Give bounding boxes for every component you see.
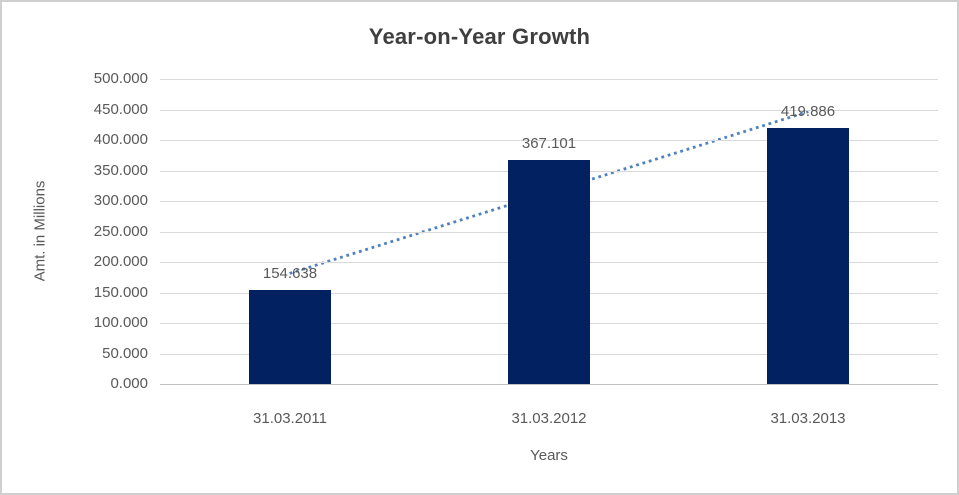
y-axis-tick-label: 350.000 (93, 162, 148, 179)
y-axis-tick-label: 250.000 (93, 223, 148, 240)
bar (508, 160, 590, 384)
bar-data-label: 154.638 (262, 265, 318, 282)
y-axis-tick-label: 150.000 (93, 284, 148, 301)
bar (767, 128, 849, 384)
y-axis-tick-label: 200.000 (93, 253, 148, 270)
y-axis-tick-label: 50.000 (102, 345, 148, 362)
y-axis-tick-label: 500.000 (93, 70, 148, 87)
chart-title: Year-on-Year Growth (368, 24, 591, 49)
x-axis-tick-label: 31.03.2011 (253, 410, 327, 427)
y-axis-tick-label: 100.000 (93, 314, 148, 331)
gridline (160, 384, 938, 385)
y-axis-tick-label: 0.000 (110, 375, 148, 392)
bar-data-label: 367.101 (521, 135, 577, 152)
bar-data-label: 419.886 (780, 103, 836, 120)
y-axis-tick-label: 400.000 (93, 131, 148, 148)
x-axis-tick-label: 31.03.2012 (511, 410, 587, 427)
gridline (160, 110, 938, 111)
gridline (160, 79, 938, 80)
gridline (160, 140, 938, 141)
x-axis-title: Years (530, 447, 568, 464)
y-axis-tick-label: 450.000 (93, 101, 148, 118)
bar (249, 290, 331, 384)
x-axis-tick-label: 31.03.2013 (770, 410, 846, 427)
y-axis-tick-label: 300.000 (93, 192, 148, 209)
